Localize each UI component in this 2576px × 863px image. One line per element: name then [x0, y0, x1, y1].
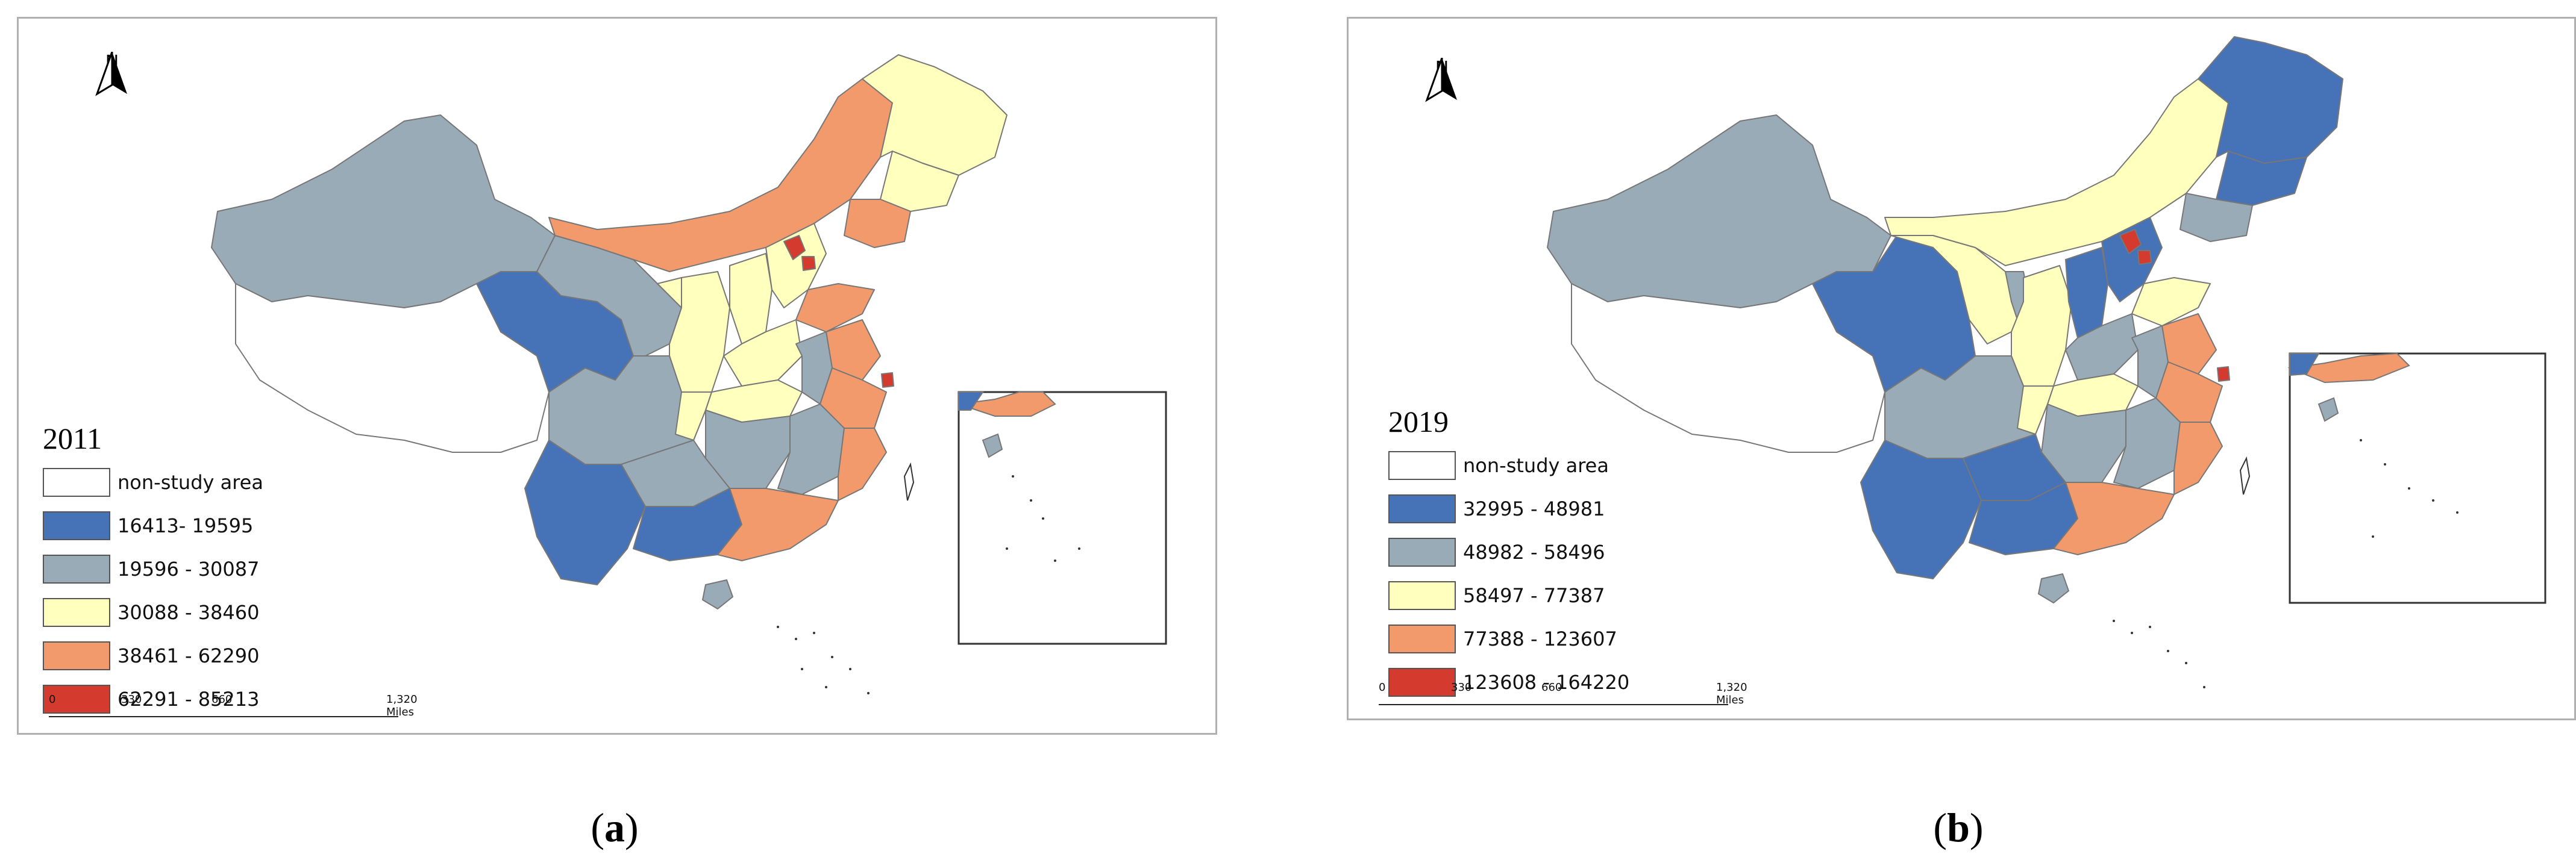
- legend-swatch: [43, 641, 110, 670]
- legend-row-class4: 77388 - 123607: [1388, 621, 1629, 657]
- scale-line: [49, 708, 398, 717]
- legend-swatch: [1388, 668, 1456, 697]
- map-panel-2011: N 2011 non-study area 16413- 19595 19596…: [17, 17, 1217, 735]
- map-canvas: [211, 54, 1167, 694]
- legend-swatch: [1388, 581, 1456, 610]
- region-qinghai: [1812, 235, 1976, 393]
- inset-box: [2289, 352, 2546, 604]
- region-chongqing: [675, 391, 712, 441]
- legend-label: 30088 - 38460: [118, 601, 260, 624]
- legend-label: 32995 - 48981: [1463, 497, 1605, 520]
- legend: 2019 non-study area 32995 - 48981 48982 …: [1388, 404, 1629, 708]
- region-beijing: [783, 235, 806, 260]
- region-fujian: [838, 428, 887, 501]
- map-panel-2019: N 2019 non-study area 32995 - 48981 4898…: [1347, 17, 2576, 720]
- scale-tick-660: 660: [212, 693, 233, 706]
- region-hainan: [2038, 573, 2069, 603]
- region-shanxi: [2065, 247, 2108, 338]
- legend-label: 48982 - 58496: [1463, 541, 1605, 564]
- legend-label: 16413- 19595: [118, 514, 254, 537]
- legend-row-class4: 38461 - 62290: [43, 638, 263, 674]
- region-guangdong: [717, 488, 839, 561]
- legend-swatch: [43, 598, 110, 627]
- legend-row-class5: 62291 - 85213: [43, 681, 263, 717]
- legend-label: non-study area: [118, 471, 263, 494]
- legend-swatch: [43, 555, 110, 584]
- region-jiangxi: [777, 403, 845, 495]
- legend: 2011 non-study area 16413- 19595 19596 -…: [43, 421, 263, 724]
- region-shanghai: [2217, 366, 2230, 382]
- south-china-sea-islands: [777, 626, 870, 694]
- legend-swatch: [43, 511, 110, 540]
- caption-b-letter: b: [1947, 805, 1970, 850]
- legend-label: 77388 - 123607: [1463, 628, 1617, 650]
- scale-tick-1320: 1,320 Miles: [386, 693, 418, 718]
- caption-b: (b): [1933, 805, 1984, 850]
- legend-label: 58497 - 77387: [1463, 584, 1605, 607]
- scale-tick-0: 0: [1379, 681, 1386, 694]
- region-chongqing: [2017, 385, 2054, 435]
- legend-label: 62291 - 85213: [118, 688, 260, 711]
- legend-label: 19596 - 30087: [118, 558, 260, 581]
- south-china-sea-islands: [2113, 620, 2205, 688]
- inset-box: [957, 391, 1167, 645]
- region-liaoning: [844, 199, 911, 248]
- legend-swatch: [1388, 451, 1456, 480]
- legend-swatch: [43, 468, 110, 497]
- north-arrow-icon: [95, 52, 127, 96]
- legend-year: 2019: [1388, 405, 1449, 438]
- north-arrow: N: [91, 52, 133, 96]
- legend-swatch: [1388, 538, 1456, 567]
- region-heilongjiang: [862, 54, 1008, 176]
- scale-line: [1379, 696, 1728, 705]
- legend-label: 123608 - 164220: [1463, 671, 1630, 694]
- caption-a-letter: a: [604, 805, 625, 850]
- region-guangdong: [2053, 482, 2175, 555]
- region-shanghai: [881, 372, 894, 388]
- region-yunnan: [1860, 440, 1982, 579]
- legend-label: non-study area: [1463, 454, 1609, 477]
- legend-swatch: [43, 685, 110, 714]
- legend-row-class5: 123608 - 164220: [1388, 664, 1629, 700]
- map-canvas: [1547, 36, 2546, 688]
- region-shanxi: [729, 253, 772, 344]
- region-beijing: [2119, 229, 2142, 254]
- scale-tick-1320: 1,320 Miles: [1716, 681, 1747, 706]
- legend-label: 38461 - 62290: [118, 644, 260, 667]
- region-yunnan: [524, 440, 646, 585]
- caption-a: (a): [591, 805, 639, 850]
- scale-bar: 0 330 660 1,320 Miles: [49, 693, 434, 718]
- scale-tick-330: 330: [121, 693, 142, 706]
- legend-row-class3: 30088 - 38460: [43, 594, 263, 631]
- legend-row-class2: 48982 - 58496: [1388, 534, 1629, 570]
- legend-row-non-study: non-study area: [43, 464, 263, 500]
- scale-tick-0: 0: [49, 693, 56, 706]
- region-fujian: [2173, 422, 2223, 495]
- region-liaoning: [2180, 193, 2253, 242]
- legend-row-class2: 19596 - 30087: [43, 551, 263, 587]
- region-tianjin: [2137, 250, 2152, 265]
- region-inner-mongolia: [548, 78, 893, 272]
- legend-swatch: [1388, 625, 1456, 653]
- legend-swatch: [1388, 494, 1456, 523]
- north-arrow: N: [1421, 58, 1463, 102]
- scale-tick-660: 660: [1541, 681, 1562, 694]
- region-tianjin: [801, 256, 816, 271]
- legend-row-non-study: non-study area: [1388, 447, 1629, 484]
- scale-bar: 0 330 660 1,320 Miles: [1379, 681, 1764, 706]
- region-jiangxi: [2113, 397, 2181, 489]
- region-heilongjiang: [2198, 36, 2343, 164]
- region-hainan: [702, 579, 733, 609]
- legend-row-class1: 16413- 19595: [43, 508, 263, 544]
- scale-tick-330: 330: [1451, 681, 1472, 694]
- legend-year: 2011: [43, 422, 102, 455]
- legend-row-class3: 58497 - 77387: [1388, 578, 1629, 614]
- north-arrow-icon: [1425, 58, 1457, 102]
- legend-row-class1: 32995 - 48981: [1388, 491, 1629, 527]
